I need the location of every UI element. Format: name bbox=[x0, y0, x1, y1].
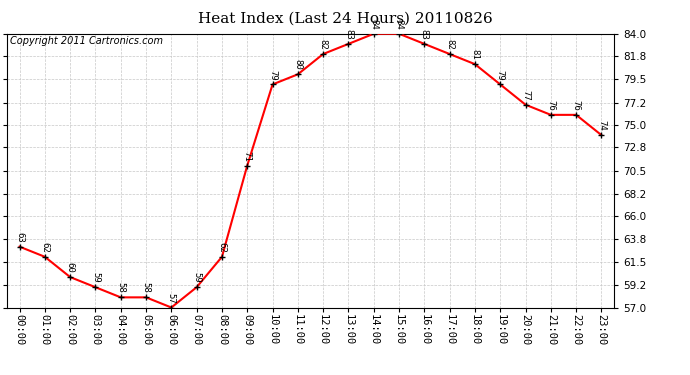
Text: 84: 84 bbox=[369, 19, 378, 30]
Text: Copyright 2011 Cartronics.com: Copyright 2011 Cartronics.com bbox=[10, 36, 163, 46]
Text: 83: 83 bbox=[344, 29, 353, 40]
Text: 77: 77 bbox=[521, 90, 530, 101]
Text: 59: 59 bbox=[192, 272, 201, 283]
Text: 76: 76 bbox=[571, 100, 581, 111]
Text: 80: 80 bbox=[293, 59, 302, 70]
Text: 58: 58 bbox=[141, 282, 150, 293]
Text: 79: 79 bbox=[268, 69, 277, 80]
Text: 79: 79 bbox=[495, 69, 505, 80]
Text: 63: 63 bbox=[15, 232, 24, 243]
Text: 62: 62 bbox=[40, 242, 50, 253]
Text: 57: 57 bbox=[167, 292, 176, 303]
Text: 71: 71 bbox=[243, 151, 252, 161]
Text: 84: 84 bbox=[395, 19, 404, 30]
Text: 59: 59 bbox=[91, 272, 100, 283]
Text: Heat Index (Last 24 Hours) 20110826: Heat Index (Last 24 Hours) 20110826 bbox=[197, 11, 493, 25]
Text: 81: 81 bbox=[471, 49, 480, 60]
Text: 83: 83 bbox=[420, 29, 429, 40]
Text: 76: 76 bbox=[546, 100, 555, 111]
Text: 74: 74 bbox=[597, 120, 606, 131]
Text: 62: 62 bbox=[217, 242, 226, 253]
Text: 60: 60 bbox=[66, 262, 75, 273]
Text: 82: 82 bbox=[445, 39, 454, 50]
Text: 82: 82 bbox=[319, 39, 328, 50]
Text: 58: 58 bbox=[116, 282, 126, 293]
